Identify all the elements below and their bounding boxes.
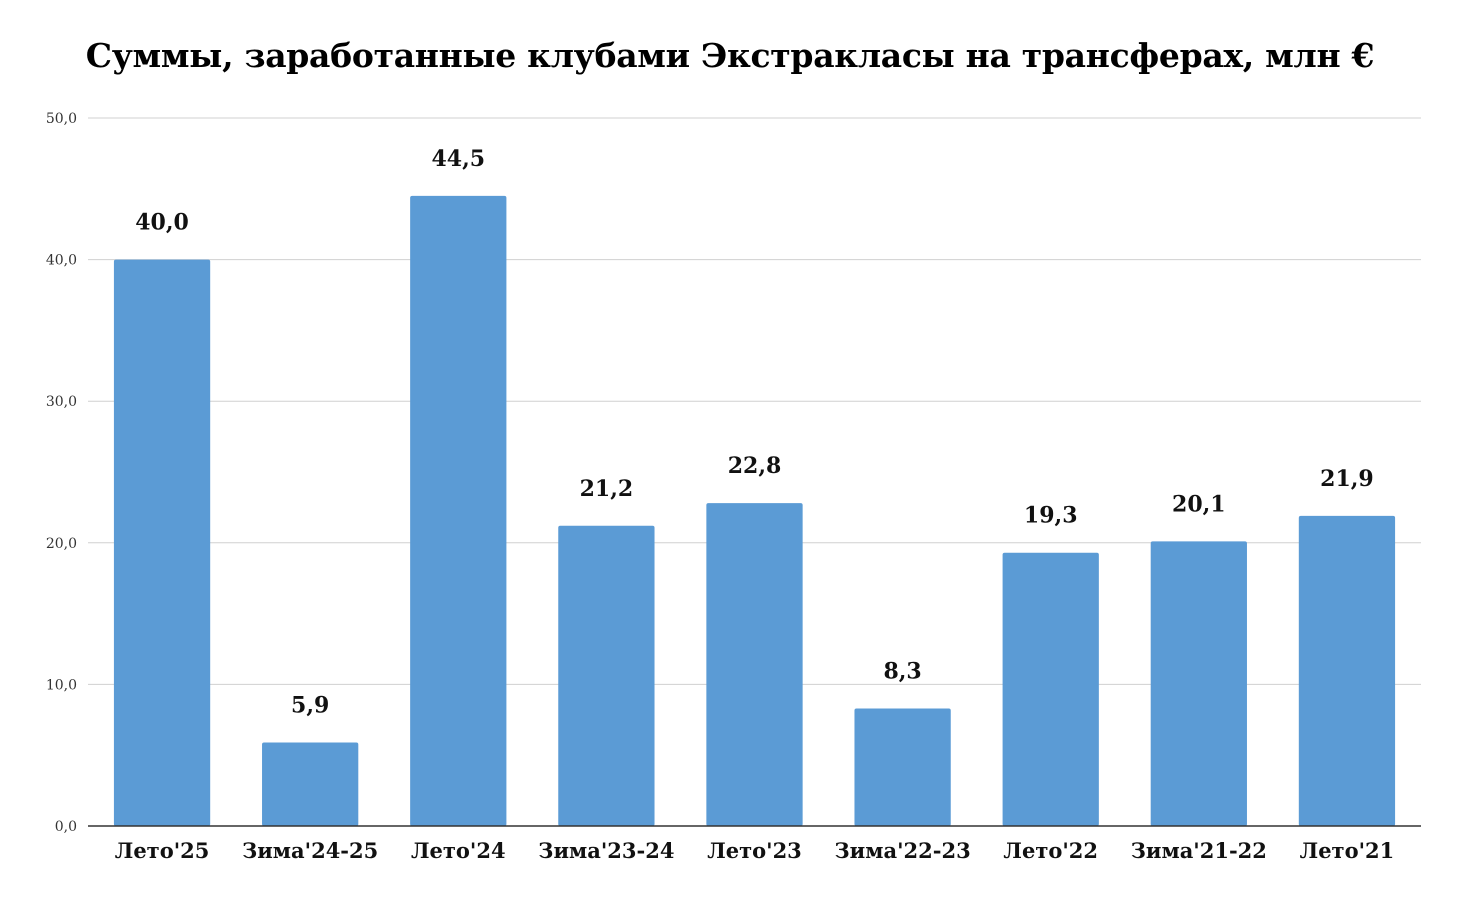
data-label: 5,9 (291, 692, 329, 718)
data-label: 44,5 (431, 146, 485, 172)
y-tick-label: 50,0 (46, 111, 77, 127)
bar (706, 503, 803, 826)
bar (410, 195, 507, 826)
y-tick-label: 10,0 (46, 677, 77, 693)
y-tick-label: 40,0 (46, 253, 77, 269)
category-label: Зима'21-22 (1131, 838, 1267, 863)
data-label: 21,2 (580, 476, 634, 502)
chart-title: Суммы, заработанные клубами Экстракласы … (85, 36, 1375, 75)
data-label: 20,1 (1172, 491, 1226, 517)
category-label: Лето'21 (1300, 838, 1395, 863)
data-labels: 40,0 5,9 44,5 21,2 22,8 8,3 19,3 20,1 21,9 (135, 146, 1373, 719)
bar (262, 742, 359, 826)
data-label: 21,9 (1320, 466, 1374, 492)
y-tick-label: 0,0 (55, 819, 77, 835)
category-label: Лето'22 (1003, 838, 1098, 863)
y-tick-label: 30,0 (46, 394, 77, 410)
y-tick-label: 20,0 (46, 536, 77, 552)
data-label: 19,3 (1024, 503, 1078, 529)
category-label: Зима'22-23 (835, 838, 971, 863)
category-label: Зима'23-24 (538, 838, 674, 863)
category-label: Лето'24 (411, 838, 506, 863)
y-axis-tick-labels: 0,0 10,0 20,0 30,0 40,0 50,0 (46, 111, 77, 835)
bar (113, 259, 211, 827)
category-label: Лето'23 (707, 838, 802, 863)
bar (1002, 552, 1099, 826)
bar (558, 525, 655, 826)
category-label: Лето'25 (115, 838, 210, 863)
bars (113, 195, 1396, 827)
bar (1298, 515, 1396, 826)
category-label: Зима'24-25 (242, 838, 378, 863)
data-label: 40,0 (135, 210, 189, 236)
bar (854, 708, 951, 826)
data-label: 22,8 (728, 453, 782, 479)
data-label: 8,3 (883, 658, 921, 684)
x-axis-category-labels: Лето'25 Зима'24-25 Лето'24 Зима'23-24 Лето'2… (115, 838, 1394, 863)
bar (1150, 541, 1247, 826)
